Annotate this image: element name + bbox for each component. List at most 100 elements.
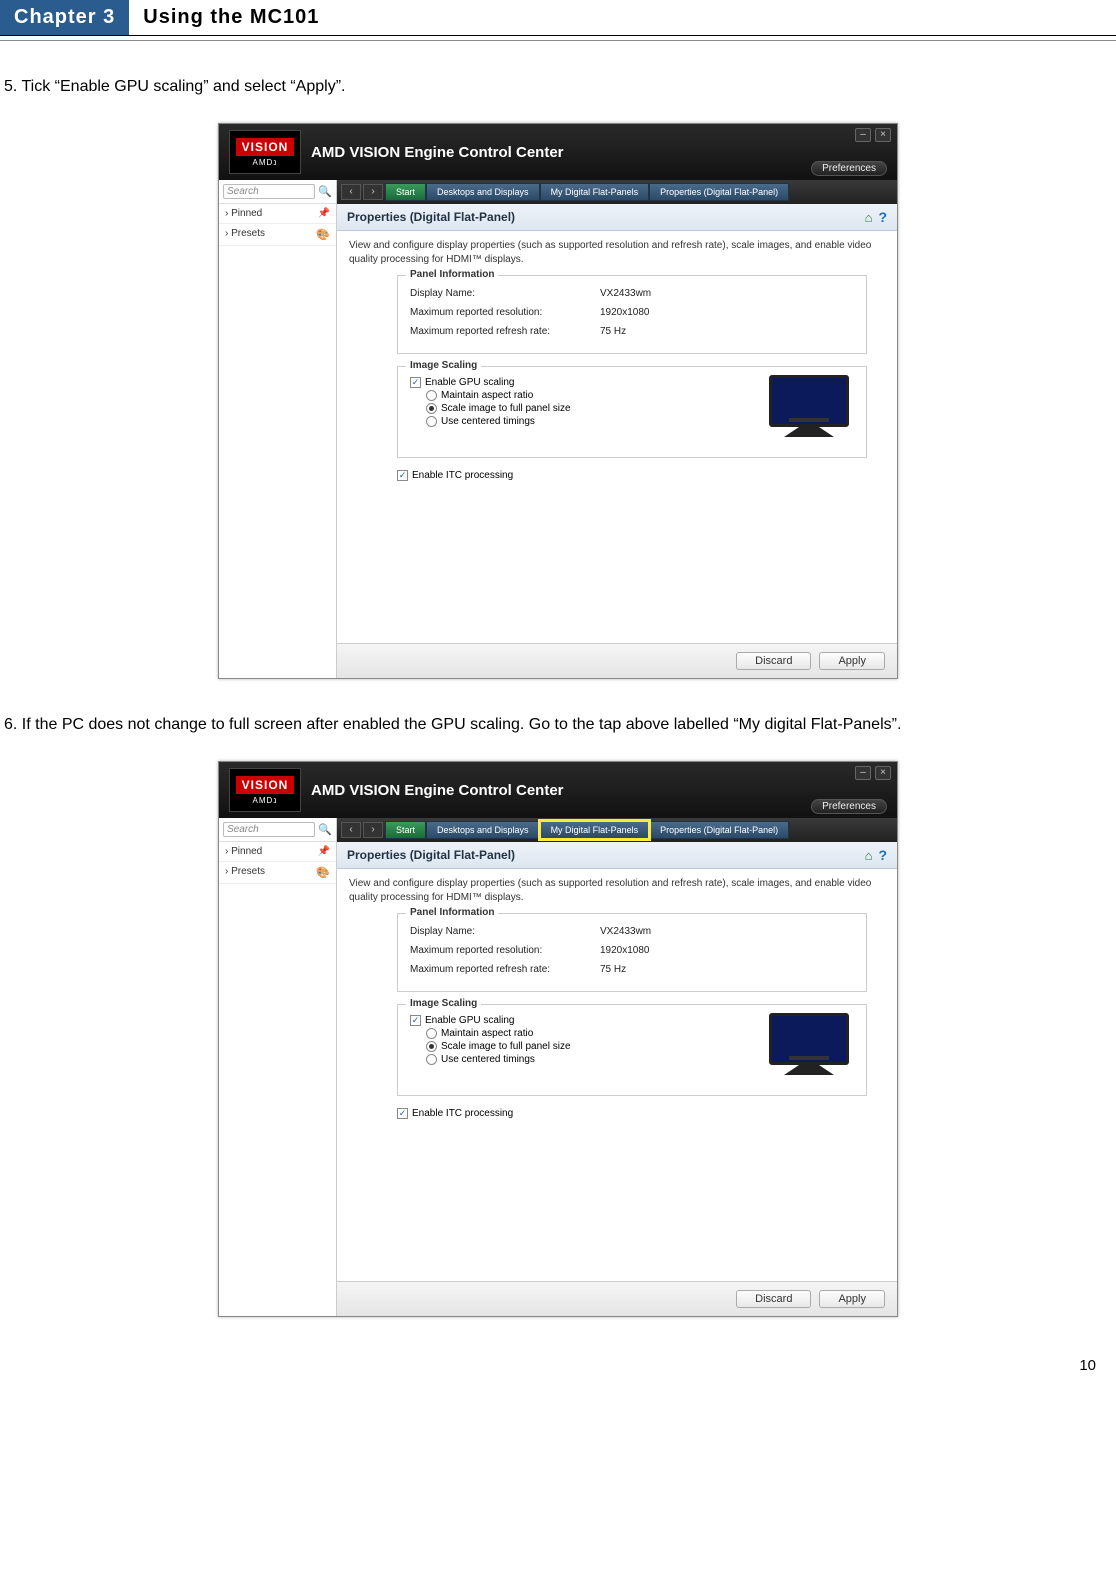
centered-radio-2[interactable]: [426, 1054, 437, 1065]
app-header: VISION AMDנ AMD VISION Engine Control Ce…: [219, 124, 897, 180]
home-icon-2[interactable]: ⌂: [865, 848, 873, 863]
chapter-badge: Chapter 3: [0, 0, 129, 35]
search-input[interactable]: Search: [223, 184, 315, 199]
panel-info-fieldset: Panel Information Display Name: VX2433wm…: [397, 275, 867, 354]
app-window-2: VISION AMDנ AMD VISION Engine Control Ce…: [218, 761, 898, 1317]
max-rate-value: 75 Hz: [600, 326, 626, 337]
search-icon[interactable]: 🔍: [318, 185, 332, 198]
screenshot-1: VISION AMDנ AMD VISION Engine Control Ce…: [0, 123, 1116, 679]
discard-button[interactable]: Discard: [736, 652, 811, 670]
presets-icon-2: 🎨: [316, 866, 330, 879]
chapter-header: Chapter 3 Using the MC101: [0, 0, 1116, 36]
logo-bottom-2: AMDנ: [253, 796, 278, 805]
max-res-label: Maximum reported resolution:: [410, 307, 600, 318]
footer-bar: Discard Apply: [337, 643, 897, 678]
divider: [0, 40, 1116, 41]
logo-bottom: AMDנ: [253, 158, 278, 167]
monitor-preview: [764, 375, 854, 445]
discard-button-2[interactable]: Discard: [736, 1290, 811, 1308]
pin-icon-2: 📌: [318, 846, 330, 857]
panel-info-legend: Panel Information: [406, 269, 498, 280]
sidebar: Search 🔍 › Pinned 📌 › Presets 🎨: [219, 180, 337, 678]
full-panel-label: Scale image to full panel size: [441, 403, 571, 414]
main-panel: ‹ › Start Desktops and Displays My Digit…: [337, 180, 897, 678]
sidebar-2: Search 🔍 › Pinned 📌 › Presets 🎨: [219, 818, 337, 1316]
tab-start-2[interactable]: Start: [385, 821, 426, 839]
panel-info-fieldset-2: Panel Information Display Name: VX2433wm…: [397, 913, 867, 992]
search-input-2[interactable]: Search: [223, 822, 315, 837]
maintain-ratio-label: Maintain aspect ratio: [441, 390, 533, 401]
tab-flat-panels[interactable]: My Digital Flat-Panels: [540, 183, 650, 201]
max-rate-label: Maximum reported refresh rate:: [410, 326, 600, 337]
search-icon-2[interactable]: 🔍: [318, 823, 332, 836]
tab-desktops-2[interactable]: Desktops and Displays: [426, 821, 540, 839]
apply-button[interactable]: Apply: [819, 652, 885, 670]
enable-gpu-checkbox[interactable]: ✓: [410, 377, 421, 388]
apply-button-2[interactable]: Apply: [819, 1290, 885, 1308]
display-name-value: VX2433wm: [600, 288, 651, 299]
logo-top-2: VISION: [236, 776, 295, 794]
chapter-title: Using the MC101: [129, 0, 333, 35]
app-title-2: AMD VISION Engine Control Center: [311, 782, 897, 799]
home-icon[interactable]: ⌂: [865, 210, 873, 225]
display-name-label: Display Name:: [410, 288, 600, 299]
image-scaling-fieldset: Image Scaling ✓ Enable GPU scaling: [397, 366, 867, 458]
nav-back-2[interactable]: ‹: [341, 822, 361, 838]
enable-itc-checkbox-2[interactable]: ✓: [397, 1108, 408, 1119]
full-panel-radio[interactable]: [426, 403, 437, 414]
centered-radio[interactable]: [426, 416, 437, 427]
tab-properties-2[interactable]: Properties (Digital Flat-Panel): [649, 821, 789, 839]
tab-bar: ‹ › Start Desktops and Displays My Digit…: [337, 180, 897, 204]
app-title: AMD VISION Engine Control Center: [311, 144, 897, 161]
tab-flat-panels-highlighted[interactable]: My Digital Flat-Panels: [540, 821, 650, 839]
minimize-button-2[interactable]: –: [855, 766, 871, 780]
pane-title-2: Properties (Digital Flat-Panel): [347, 848, 515, 862]
enable-itc-label: Enable ITC processing: [412, 470, 513, 481]
tab-desktops[interactable]: Desktops and Displays: [426, 183, 540, 201]
step-5-text: 5. Tick “Enable GPU scaling” and select …: [4, 71, 1112, 103]
preferences-button[interactable]: Preferences: [811, 161, 887, 176]
pinned-label: Pinned: [231, 208, 262, 219]
sidebar-pinned-2[interactable]: › Pinned 📌: [219, 842, 336, 862]
pin-icon: 📌: [318, 208, 330, 219]
tab-start[interactable]: Start: [385, 183, 426, 201]
vision-logo-2: VISION AMDנ: [229, 768, 301, 812]
app-window: VISION AMDנ AMD VISION Engine Control Ce…: [218, 123, 898, 679]
presets-icon: 🎨: [316, 228, 330, 241]
page-number: 10: [0, 1347, 1116, 1374]
screenshot-2: VISION AMDנ AMD VISION Engine Control Ce…: [0, 761, 1116, 1317]
maintain-ratio-radio[interactable]: [426, 390, 437, 401]
minimize-button[interactable]: –: [855, 128, 871, 142]
help-icon[interactable]: ?: [878, 209, 887, 225]
pane-description-2: View and configure display properties (s…: [337, 869, 897, 909]
pane-title: Properties (Digital Flat-Panel): [347, 210, 515, 224]
centered-label: Use centered timings: [441, 416, 535, 427]
tab-properties[interactable]: Properties (Digital Flat-Panel): [649, 183, 789, 201]
enable-itc-checkbox[interactable]: ✓: [397, 470, 408, 481]
nav-fwd[interactable]: ›: [363, 184, 383, 200]
close-button[interactable]: ×: [875, 128, 891, 142]
sidebar-presets[interactable]: › Presets 🎨: [219, 224, 336, 246]
full-panel-radio-2[interactable]: [426, 1041, 437, 1052]
pane-description: View and configure display properties (s…: [337, 231, 897, 271]
enable-gpu-label: Enable GPU scaling: [425, 377, 515, 388]
sidebar-pinned[interactable]: › Pinned 📌: [219, 204, 336, 224]
preferences-button-2[interactable]: Preferences: [811, 799, 887, 814]
maintain-ratio-radio-2[interactable]: [426, 1028, 437, 1039]
app-header-2: VISION AMDנ AMD VISION Engine Control Ce…: [219, 762, 897, 818]
image-scaling-fieldset-2: Image Scaling ✓ Enable GPU scaling: [397, 1004, 867, 1096]
tab-bar-2: ‹ › Start Desktops and Displays My Digit…: [337, 818, 897, 842]
window-controls: – ×: [855, 128, 891, 142]
nav-back[interactable]: ‹: [341, 184, 361, 200]
nav-fwd-2[interactable]: ›: [363, 822, 383, 838]
monitor-preview-2: [764, 1013, 854, 1083]
presets-label: Presets: [231, 228, 265, 239]
max-res-value: 1920x1080: [600, 307, 650, 318]
scaling-legend: Image Scaling: [406, 360, 481, 371]
help-icon-2[interactable]: ?: [878, 847, 887, 863]
sidebar-presets-2[interactable]: › Presets 🎨: [219, 862, 336, 884]
step-6-text: 6. If the PC does not change to full scr…: [4, 709, 1112, 741]
enable-gpu-checkbox-2[interactable]: ✓: [410, 1015, 421, 1026]
logo-top: VISION: [236, 138, 295, 156]
close-button-2[interactable]: ×: [875, 766, 891, 780]
